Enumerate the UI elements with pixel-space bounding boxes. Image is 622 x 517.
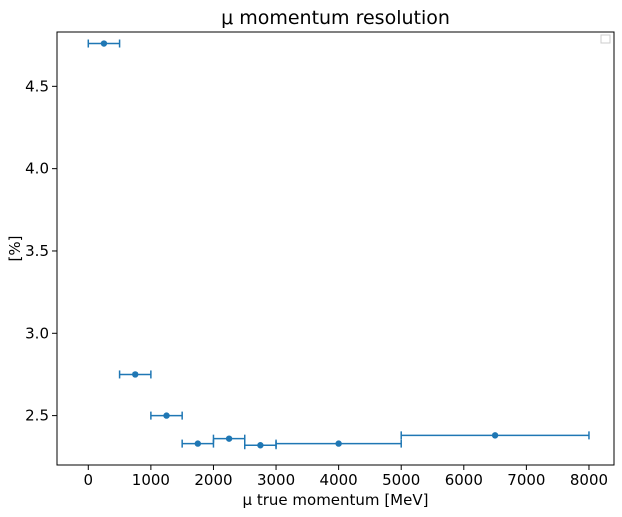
x-axis: 0 1000 2000 3000 4000 5000 6000 7000 8000 xyxy=(84,465,608,489)
y-tick-label: 2.5 xyxy=(25,407,49,425)
x-tick-label: 3000 xyxy=(257,471,295,489)
data-point xyxy=(257,442,264,449)
x-tick-label: 7000 xyxy=(507,471,545,489)
x-axis-label: μ true momentum [MeV] xyxy=(243,491,429,509)
y-tick-label: 4.0 xyxy=(25,160,49,178)
legend-box xyxy=(600,34,611,44)
data-point xyxy=(132,371,139,378)
data-series xyxy=(87,39,590,450)
x-tick-label: 6000 xyxy=(445,471,483,489)
data-point xyxy=(225,435,233,442)
x-tick-label: 2000 xyxy=(194,471,232,489)
x-tick-label: 5000 xyxy=(382,471,420,489)
x-tick-label: 1000 xyxy=(132,471,170,489)
data-point xyxy=(335,440,342,447)
x-tick-label: 4000 xyxy=(320,471,358,489)
data-point xyxy=(194,440,202,447)
plot-area xyxy=(56,31,615,466)
x-tick-label: 0 xyxy=(84,471,94,489)
y-tick-label: 4.5 xyxy=(25,77,49,95)
y-axis: 2.5 3.0 3.5 4.0 4.5 xyxy=(25,77,57,425)
x-tick-label: 8000 xyxy=(570,471,608,489)
data-point xyxy=(100,40,108,47)
chart-title: μ momentum resolution xyxy=(221,7,450,29)
data-point xyxy=(491,432,499,439)
y-axis-label: [%] xyxy=(6,236,24,262)
y-tick-label: 3.5 xyxy=(25,242,49,260)
data-point xyxy=(163,412,170,419)
y-tick-label: 3.0 xyxy=(25,324,49,342)
